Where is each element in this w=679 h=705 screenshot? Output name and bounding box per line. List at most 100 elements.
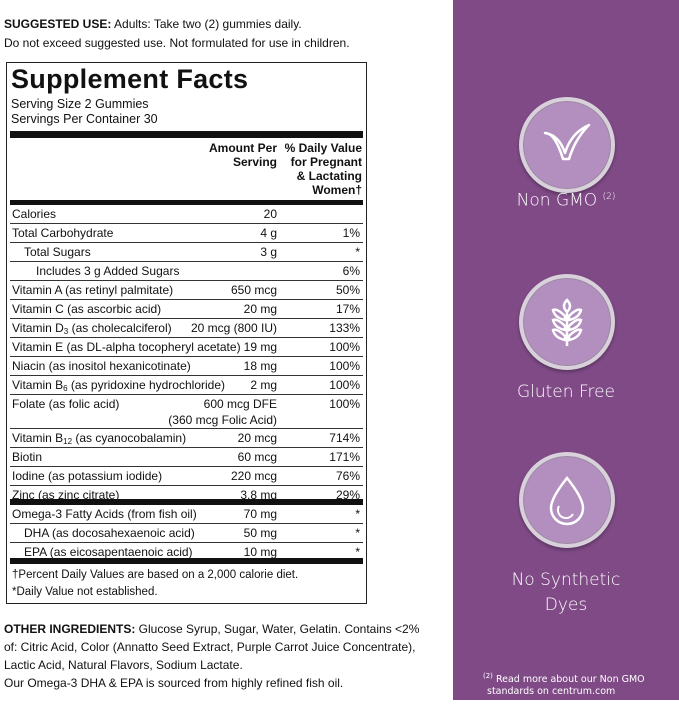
amount-value: 60 mcg xyxy=(237,450,277,464)
nutrient-label: Niacin (as inositol hexanicotinate) xyxy=(12,359,191,373)
thick-divider xyxy=(10,131,363,138)
daily-value: 171% xyxy=(329,450,360,464)
other-ingredients-label: OTHER INGREDIENTS: xyxy=(4,622,136,636)
nutrient-row: Omega-3 Fatty Acids (from fish oil) 70 mg… xyxy=(10,505,363,524)
nutrient-row: Folate (as folic acid) 600 mcg DFE (360 mc… xyxy=(10,395,363,429)
gluten-free-label: Gluten Free xyxy=(516,382,616,402)
subscript: 3 xyxy=(63,327,69,336)
nutrient-label: EPA (as eicosapentaenoic acid) xyxy=(24,545,193,559)
nutrient-name: Vitamin E (as DL-alpha tocopheryl acetat… xyxy=(12,338,241,356)
nutrient-label: Includes 3 g Added Sugars xyxy=(36,264,180,278)
nutrient-row: Vitamin B12 (as cyanocobalamin) 20 mcg 714… xyxy=(10,429,363,448)
other-ingredients-text: Glucose Syrup, Sugar, Water, Gelatin. Co… xyxy=(4,622,420,672)
amount-value: 20 mg xyxy=(243,302,277,316)
amount-value: 600 mcg DFE xyxy=(203,397,277,411)
daily-value: 133% xyxy=(329,321,360,335)
nutrient-name: Calories xyxy=(12,205,56,223)
badge-text: Dyes xyxy=(544,595,588,615)
amount-value: 220 mcg xyxy=(230,469,277,483)
amount-detail: (360 mcg Folic Acid) xyxy=(168,413,277,427)
nutrient-label: Vitamin A (as retinyl palmitate) xyxy=(12,283,174,297)
facts-title: Supplement Facts xyxy=(11,64,249,94)
daily-value: 17% xyxy=(335,302,360,316)
serving-info: Serving Size 2 Gummies Servings Per Cont… xyxy=(11,97,158,127)
non-gmo-badge xyxy=(519,97,615,193)
header-line: for Pregnant xyxy=(290,155,362,169)
amount-per-serving: 650 mcg xyxy=(231,281,277,299)
amount-per-serving: 50 mg xyxy=(244,524,277,542)
nutrient-row: Vitamin B6 (as pyridoxine hydrochloride)… xyxy=(10,376,363,395)
nutrient-name: Vitamin B6 (as pyridoxine hydrochloride) xyxy=(12,376,225,394)
omega-source-note: Our Omega-3 DHA & EPA is sourced from hi… xyxy=(4,676,344,690)
subscript: 6 xyxy=(63,384,68,393)
header-line: Women† xyxy=(312,183,362,197)
nutrient-label: Folate (as folic acid) xyxy=(12,397,120,411)
amount-per-serving: 20 mcg (800 IU) xyxy=(191,319,277,337)
suggested-use-label: SUGGESTED USE: xyxy=(4,17,112,31)
amount-value: 10 mg xyxy=(243,545,277,559)
amount-per-serving: 3 g xyxy=(260,243,277,261)
amount-per-serving: 60 mcg xyxy=(238,448,277,466)
benefits-panel: Non GMO (2) Gluten Free No Synthetic Dye… xyxy=(453,0,679,700)
daily-value: 50% xyxy=(335,283,360,297)
amount-per-serving: 3.8 mg xyxy=(240,486,277,504)
nutrient-label: Omega-3 Fatty Acids (from fish oil) xyxy=(12,507,197,521)
amount-value: 650 mcg xyxy=(230,283,277,297)
daily-value: * xyxy=(355,245,360,259)
nutrient-label: Vitamin E (as DL-alpha tocopheryl acetat… xyxy=(12,340,241,354)
nutrient-label: Total Carbohydrate xyxy=(12,226,114,240)
nutrient-row: DHA (as docosahexaenoic acid) 50 mg * xyxy=(10,524,363,543)
nutrient-name: Vitamin A (as retinyl palmitate) xyxy=(12,281,173,299)
nutrient-label: Vitamin D xyxy=(12,321,64,335)
amount-value: 3.8 mg xyxy=(240,488,277,502)
daily-value: 100% xyxy=(329,397,360,411)
badge-text: No Synthetic xyxy=(511,570,621,590)
thick-divider xyxy=(10,499,363,505)
nutrient-form: (as cholecalciferol) xyxy=(68,321,172,335)
nutrient-name: Vitamin D3 (as cholecalciferol) xyxy=(12,319,172,337)
daily-value: 100% xyxy=(329,359,360,373)
amount-value: 3 g xyxy=(260,245,277,259)
nutrient-name: DHA (as docosahexaenoic acid) xyxy=(24,524,195,542)
amount-per-serving: 20 mcg xyxy=(238,429,277,447)
no-synthetic-dyes-badge xyxy=(519,452,615,548)
wheat-icon xyxy=(551,298,583,346)
amount-value: 4 g xyxy=(260,226,277,240)
daily-value: 100% xyxy=(329,378,360,392)
footnote-not-established: *Daily Value not established. xyxy=(12,586,158,598)
amount-per-serving: 20 mg xyxy=(244,300,277,318)
nutrient-row: Calories 20 xyxy=(10,205,363,224)
footnote-marker: (2) xyxy=(602,192,616,202)
nutrient-form: (as pyridoxine hydrochloride) xyxy=(67,378,225,392)
serving-size: Serving Size 2 Gummies xyxy=(11,97,149,111)
other-ingredients: OTHER INGREDIENTS: Glucose Syrup, Sugar,… xyxy=(4,620,434,692)
amount-header: Amount Per Serving xyxy=(190,141,277,169)
footnote-marker: (2) xyxy=(483,672,493,680)
daily-value: * xyxy=(355,545,360,559)
nutrient-name: Folate (as folic acid) xyxy=(12,395,119,413)
daily-value: 76% xyxy=(335,469,360,483)
amount-per-serving: 220 mcg xyxy=(231,467,277,485)
nutrient-name: Zinc (as zinc citrate) xyxy=(12,486,119,504)
amount-per-serving: 20 xyxy=(264,205,277,223)
nutrient-row: Niacin (as inositol hexanicotinate) 18 mg… xyxy=(10,357,363,376)
thick-divider xyxy=(10,200,363,205)
note-text: Read more about our Non GMO xyxy=(492,674,645,686)
nutrient-label: Total Sugars xyxy=(24,245,91,259)
daily-value: 714% xyxy=(329,431,360,445)
nutrient-name: Total Carbohydrate xyxy=(12,224,113,242)
non-gmo-label: Non GMO (2) xyxy=(453,185,679,214)
amount-value: 19 mg xyxy=(243,340,277,354)
nutrient-row: Vitamin D3 (as cholecalciferol) 20 mcg (8… xyxy=(10,319,363,338)
no-synthetic-dyes-label: No Synthetic Dyes xyxy=(453,568,679,618)
nutrient-name: Vitamin C (as ascorbic acid) xyxy=(12,300,161,318)
daily-value: * xyxy=(355,526,360,540)
daily-value: 100% xyxy=(329,340,360,354)
nutrient-label: Vitamin B xyxy=(12,378,64,392)
amount-per-serving: 18 mg xyxy=(244,357,277,375)
check-leaf-icon xyxy=(543,123,591,161)
footnote-dv: †Percent Daily Values are based on a 2,0… xyxy=(12,569,299,581)
non-gmo-footnote: (2) Read more about our Non GMO standard… xyxy=(483,670,645,698)
suggested-use: SUGGESTED USE: Adults: Take two (2) gumm… xyxy=(4,15,444,53)
nutrient-row: Includes 3 g Added Sugars 6% xyxy=(10,262,363,281)
